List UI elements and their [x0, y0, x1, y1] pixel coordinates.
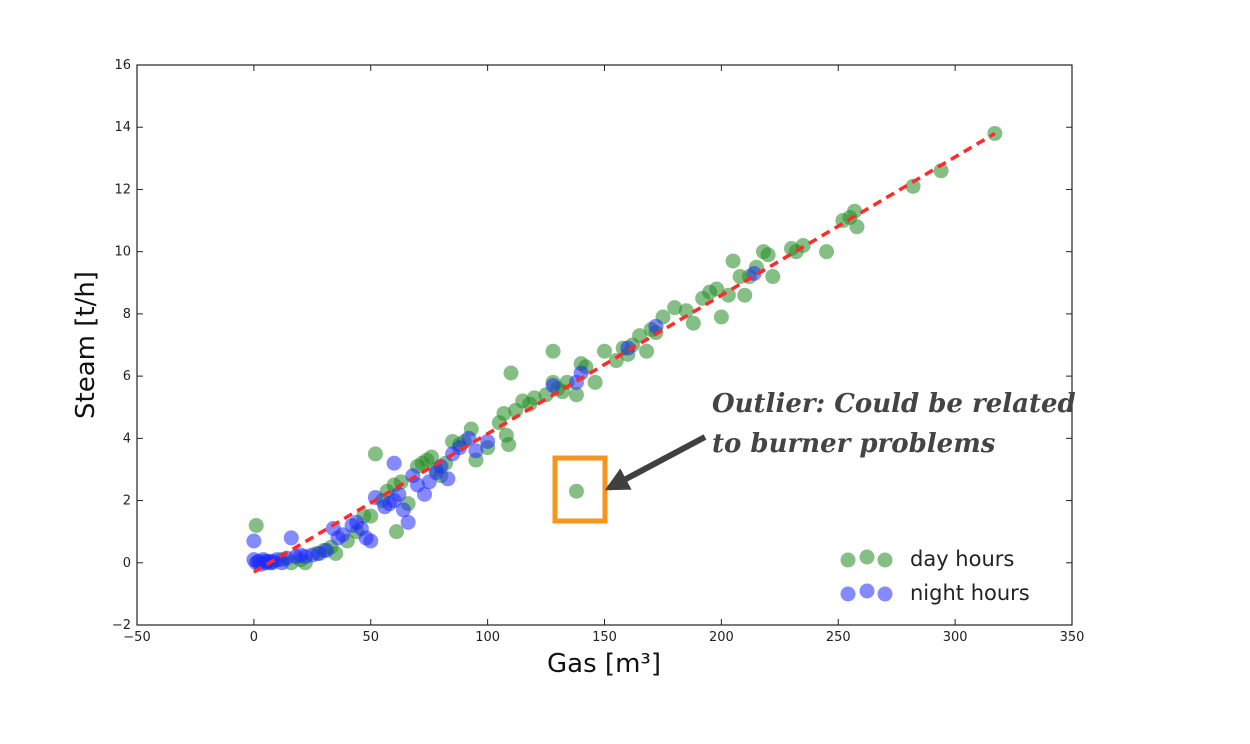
night-hours-point — [440, 471, 456, 487]
night-hours-point — [283, 530, 299, 546]
y-tick-label: 0 — [123, 556, 131, 571]
x-tick-label: 50 — [362, 630, 379, 645]
night-hours-point — [386, 455, 402, 471]
day-hours-point — [587, 374, 603, 390]
day-hours-point — [765, 269, 781, 285]
day-hours-point — [667, 300, 683, 316]
y-tick-label: 4 — [123, 431, 131, 446]
day-hours-point — [849, 219, 865, 235]
legend-day-markers — [840, 549, 893, 568]
day-hours-point — [819, 244, 835, 260]
x-tick-label: 250 — [826, 630, 851, 645]
night-hours-point — [395, 502, 411, 518]
night-hours-point — [620, 340, 636, 356]
y-tick-label: 14 — [114, 120, 131, 135]
night-hours-point — [461, 430, 477, 446]
day-hours-point — [388, 524, 404, 540]
day-hours-point — [760, 247, 776, 263]
night-hours-point — [246, 533, 262, 549]
day-hours-point — [737, 287, 753, 303]
night-hours-point — [318, 542, 334, 558]
night-hours-point — [545, 377, 561, 393]
y-tick-label: 16 — [114, 58, 131, 73]
y-axis-ticks: −2 0 2 4 6 8 10 12 14 16 — [112, 58, 1072, 633]
night-hours-point — [363, 533, 379, 549]
day-hours-point — [501, 437, 517, 453]
y-tick-label: 10 — [114, 245, 131, 260]
y-tick-label: 6 — [123, 369, 131, 384]
y-axis-label: Steam [t/h] — [71, 271, 101, 419]
legend-day-marker — [840, 552, 856, 568]
legend-night-marker — [877, 586, 893, 602]
day-hours-point — [905, 178, 921, 194]
night-hours-point — [391, 486, 407, 502]
x-axis-ticks: −50 0 50 100 150 200 250 300 350 — [123, 65, 1084, 645]
fit-line — [252, 131, 996, 574]
legend-night-label: night hours — [910, 581, 1030, 605]
x-axis-label: Gas [m³] — [547, 649, 661, 679]
day-hours-point — [709, 281, 725, 297]
day-hours-point — [685, 315, 701, 331]
night-hours-point — [452, 440, 468, 456]
legend-day-marker — [859, 549, 875, 565]
legend-night-markers — [840, 583, 893, 602]
night-hours-point — [400, 514, 416, 530]
x-tick-label: 0 — [250, 630, 258, 645]
day-hours-point — [713, 309, 729, 325]
day-hours-point — [367, 446, 383, 462]
y-tick-label: 2 — [123, 494, 131, 509]
day-hours-point — [639, 343, 655, 359]
day-hours-point — [424, 449, 440, 465]
y-tick-label: −2 — [112, 618, 131, 633]
legend-night-marker — [840, 586, 856, 602]
day-hours-point — [526, 390, 542, 406]
day-hours-point — [568, 483, 584, 499]
day-hours-point — [363, 508, 379, 524]
day-hours-point — [545, 343, 561, 359]
night-hours-point — [468, 443, 484, 459]
x-tick-label: −50 — [123, 630, 150, 645]
legend-day-marker — [877, 552, 893, 568]
x-tick-label: 350 — [1060, 630, 1085, 645]
y-tick-label: 8 — [123, 307, 131, 322]
night-hours-point — [335, 527, 351, 543]
day-hours-point — [933, 163, 949, 179]
legend-night-marker — [859, 583, 875, 599]
x-tick-label: 300 — [943, 630, 968, 645]
annotation-line-2: to burner problems — [712, 429, 996, 459]
day-hours-point — [568, 387, 584, 403]
day-hours-point — [496, 405, 512, 421]
day-hours-point — [678, 303, 694, 319]
day-hours-point — [503, 365, 519, 381]
day-hours-point — [632, 328, 648, 344]
day-hours-point — [597, 343, 612, 359]
fit-line-layer — [252, 131, 996, 574]
x-tick-label: 150 — [592, 630, 617, 645]
day-hours-point — [248, 517, 264, 533]
annotation-line-1: Outlier: Could be related — [712, 389, 1076, 419]
night-hours-point — [480, 433, 496, 449]
day-hours-point — [847, 203, 863, 219]
x-tick-label: 100 — [475, 630, 500, 645]
x-tick-label: 200 — [709, 630, 734, 645]
legend-day-label: day hours — [910, 547, 1014, 571]
y-tick-label: 12 — [114, 182, 131, 197]
day-hours-point — [725, 253, 741, 269]
night-hours-point — [573, 365, 589, 381]
outlier-arrow — [604, 434, 707, 491]
legend: day hours night hours — [840, 547, 1030, 605]
night-hours-point — [417, 486, 433, 502]
